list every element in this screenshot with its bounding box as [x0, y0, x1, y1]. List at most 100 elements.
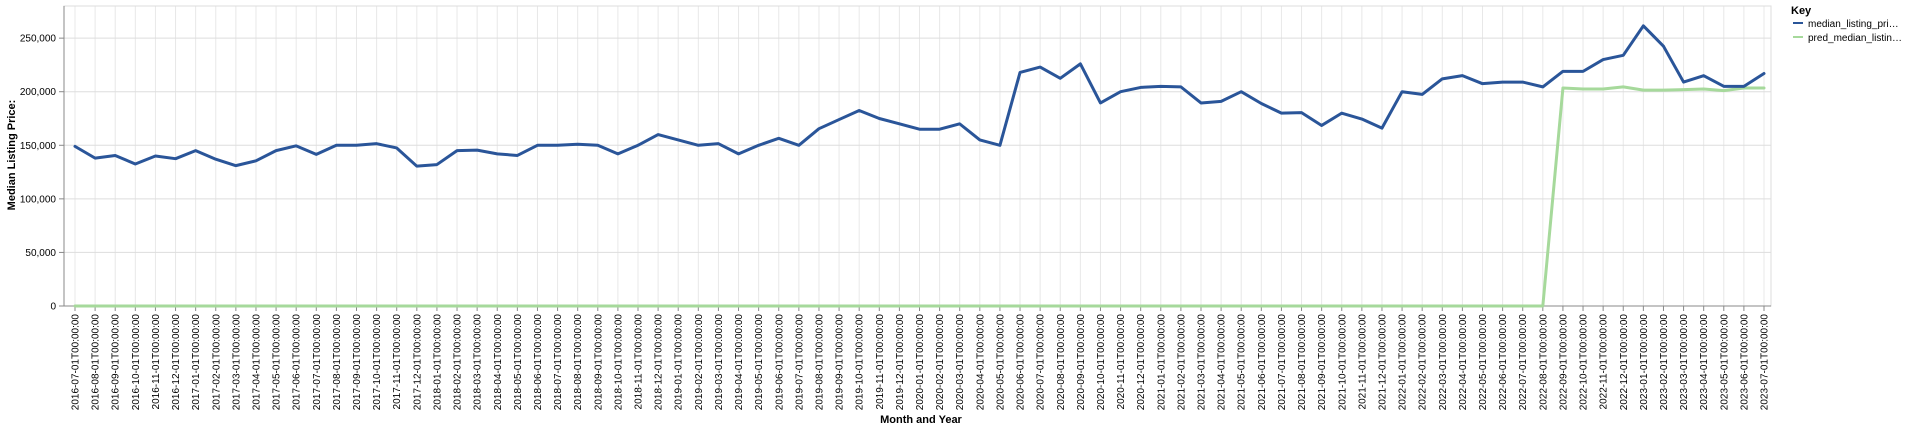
x-tick-label: 2017-02-01T00:00:00 — [211, 314, 222, 411]
x-tick-label: 2017-12-01T00:00:00 — [412, 314, 423, 411]
x-tick-label: 2019-06-01T00:00:00 — [774, 314, 785, 411]
x-tick-label: 2016-08-01T00:00:00 — [91, 314, 102, 411]
x-tick-label: 2017-04-01T00:00:00 — [251, 314, 262, 411]
x-tick-label: 2023-05-01T00:00:00 — [1719, 314, 1730, 411]
y-axis: 0 50,000 100,000 150,000 200,000 250,000 — [20, 6, 65, 313]
x-tick-label: 2021-05-01T00:00:00 — [1237, 314, 1248, 411]
x-tick-label: 2020-11-01T00:00:00 — [1116, 314, 1127, 410]
x-tick-label: 2021-01-01T00:00:00 — [1156, 314, 1167, 411]
x-tick-label: 2016-10-01T00:00:00 — [131, 314, 142, 411]
x-tick-label: 2017-07-01T00:00:00 — [312, 314, 323, 411]
x-tick-label: 2023-04-01T00:00:00 — [1699, 314, 1710, 411]
x-tick-label: 2022-10-01T00:00:00 — [1579, 314, 1590, 411]
y-tick-label: 250,000 — [20, 34, 57, 45]
x-tick-label: 2018-03-01T00:00:00 — [473, 314, 484, 411]
x-tick-label: 2021-07-01T00:00:00 — [1277, 314, 1288, 411]
x-tick-label: 2020-07-01T00:00:00 — [1036, 314, 1047, 411]
x-tick-label: 2016-12-01T00:00:00 — [171, 314, 182, 411]
x-tick-label: 2022-03-01T00:00:00 — [1438, 314, 1449, 411]
x-tick-label: 2018-06-01T00:00:00 — [533, 314, 544, 411]
y-tick-label: 100,000 — [20, 194, 57, 205]
x-tick-label: 2021-06-01T00:00:00 — [1257, 314, 1268, 411]
x-tick-label: 2021-08-01T00:00:00 — [1297, 314, 1308, 411]
x-tick-label: 2023-07-01T00:00:00 — [1760, 314, 1771, 411]
x-tick-label: 2017-08-01T00:00:00 — [332, 314, 343, 411]
x-tick-label: 2019-05-01T00:00:00 — [754, 314, 765, 411]
x-tick-label: 2022-08-01T00:00:00 — [1538, 314, 1549, 411]
x-tick-label: 2020-05-01T00:00:00 — [995, 314, 1006, 411]
x-tick-label: 2022-01-01T00:00:00 — [1398, 314, 1409, 411]
x-tick-label: 2018-11-01T00:00:00 — [634, 314, 645, 410]
x-tick-label: 2022-05-01T00:00:00 — [1478, 314, 1489, 411]
legend-title: Key — [1791, 5, 1812, 17]
x-axis-title: Month and Year — [880, 414, 962, 426]
x-tick-label: 2017-05-01T00:00:00 — [272, 314, 283, 411]
x-tick-label: 2018-07-01T00:00:00 — [553, 314, 564, 411]
x-tick-label: 2018-10-01T00:00:00 — [613, 314, 624, 411]
series-layer — [73, 24, 1766, 308]
x-tick-label: 2018-09-01T00:00:00 — [593, 314, 604, 411]
x-tick-label: 2018-05-01T00:00:00 — [513, 314, 524, 411]
x-tick-label: 2020-01-01T00:00:00 — [915, 314, 926, 411]
x-tick-label: 2021-04-01T00:00:00 — [1217, 314, 1228, 411]
legend: Key median_listing_pri… pred_median_listi… — [1791, 5, 1902, 44]
x-tick-label: 2023-06-01T00:00:00 — [1739, 314, 1750, 411]
x-tick-label: 2020-06-01T00:00:00 — [1016, 314, 1027, 411]
x-tick-label: 2019-04-01T00:00:00 — [734, 314, 745, 411]
x-tick-label: 2018-04-01T00:00:00 — [493, 314, 504, 411]
y-tick-label: 50,000 — [25, 248, 56, 259]
y-tick-label: 200,000 — [20, 87, 57, 98]
x-tick-label: 2019-10-01T00:00:00 — [855, 314, 866, 411]
x-tick-label: 2022-04-01T00:00:00 — [1458, 314, 1469, 411]
x-tick-label: 2021-03-01T00:00:00 — [1197, 314, 1208, 411]
series-line-0 — [73, 24, 1766, 168]
x-tick-label: 2016-11-01T00:00:00 — [151, 314, 162, 410]
x-tick-label: 2020-10-01T00:00:00 — [1096, 314, 1107, 411]
x-tick-label: 2018-12-01T00:00:00 — [654, 314, 665, 411]
x-tick-label: 2021-09-01T00:00:00 — [1317, 314, 1328, 411]
x-tick-label: 2021-10-01T00:00:00 — [1337, 314, 1348, 411]
plot-frame — [63, 5, 1772, 307]
x-tick-label: 2019-03-01T00:00:00 — [714, 314, 725, 411]
x-tick-label: 2016-07-01T00:00:00 — [71, 314, 82, 411]
x-tick-label: 2017-03-01T00:00:00 — [231, 314, 242, 411]
x-tick-label: 2023-01-01T00:00:00 — [1639, 314, 1650, 411]
legend-entry-label: median_listing_pri… — [1808, 19, 1899, 30]
x-tick-label: 2022-11-01T00:00:00 — [1599, 314, 1610, 410]
x-tick-label: 2016-09-01T00:00:00 — [111, 314, 122, 411]
x-tick-label: 2022-07-01T00:00:00 — [1518, 314, 1529, 411]
x-tick-label: 2019-01-01T00:00:00 — [674, 314, 685, 411]
x-tick-label: 2023-03-01T00:00:00 — [1679, 314, 1690, 411]
x-tick-label: 2018-08-01T00:00:00 — [573, 314, 584, 411]
x-tick-label: 2017-01-01T00:00:00 — [191, 314, 202, 411]
x-tick-label: 2019-11-01T00:00:00 — [875, 314, 886, 410]
x-tick-label: 2017-11-01T00:00:00 — [392, 314, 403, 410]
x-tick-label: 2022-09-01T00:00:00 — [1558, 314, 1569, 411]
legend-entry-label: pred_median_listin… — [1808, 33, 1902, 44]
x-tick-label: 2021-12-01T00:00:00 — [1377, 314, 1388, 411]
x-tick-label: 2021-02-01T00:00:00 — [1176, 314, 1187, 411]
x-tick-label: 2022-12-01T00:00:00 — [1619, 314, 1630, 411]
x-tick-label: 2020-02-01T00:00:00 — [935, 314, 946, 411]
x-tick-label: 2020-09-01T00:00:00 — [1076, 314, 1087, 411]
x-tick-label: 2020-04-01T00:00:00 — [975, 314, 986, 411]
x-tick-label: 2023-02-01T00:00:00 — [1659, 314, 1670, 411]
y-tick-label: 150,000 — [20, 141, 57, 152]
x-tick-label: 2022-02-01T00:00:00 — [1418, 314, 1429, 411]
x-tick-label: 2019-09-01T00:00:00 — [835, 314, 846, 411]
x-tick-label: 2019-12-01T00:00:00 — [895, 314, 906, 411]
x-tick-label: 2019-08-01T00:00:00 — [814, 314, 825, 411]
series-line-1 — [73, 85, 1766, 308]
x-tick-label: 2021-11-01T00:00:00 — [1357, 314, 1368, 410]
x-tick-label: 2022-06-01T00:00:00 — [1498, 314, 1509, 411]
x-tick-label: 2017-06-01T00:00:00 — [292, 314, 303, 411]
grid-lines — [64, 6, 1771, 307]
x-tick-label: 2020-08-01T00:00:00 — [1056, 314, 1067, 411]
x-tick-label: 2019-07-01T00:00:00 — [794, 314, 805, 411]
plot-area — [63, 5, 1772, 307]
x-tick-label: 2018-02-01T00:00:00 — [453, 314, 464, 411]
y-axis-title: Median Listing Price: — [6, 100, 18, 211]
x-tick-label: 2020-03-01T00:00:00 — [955, 314, 966, 411]
x-tick-label: 2017-09-01T00:00:00 — [352, 314, 363, 411]
